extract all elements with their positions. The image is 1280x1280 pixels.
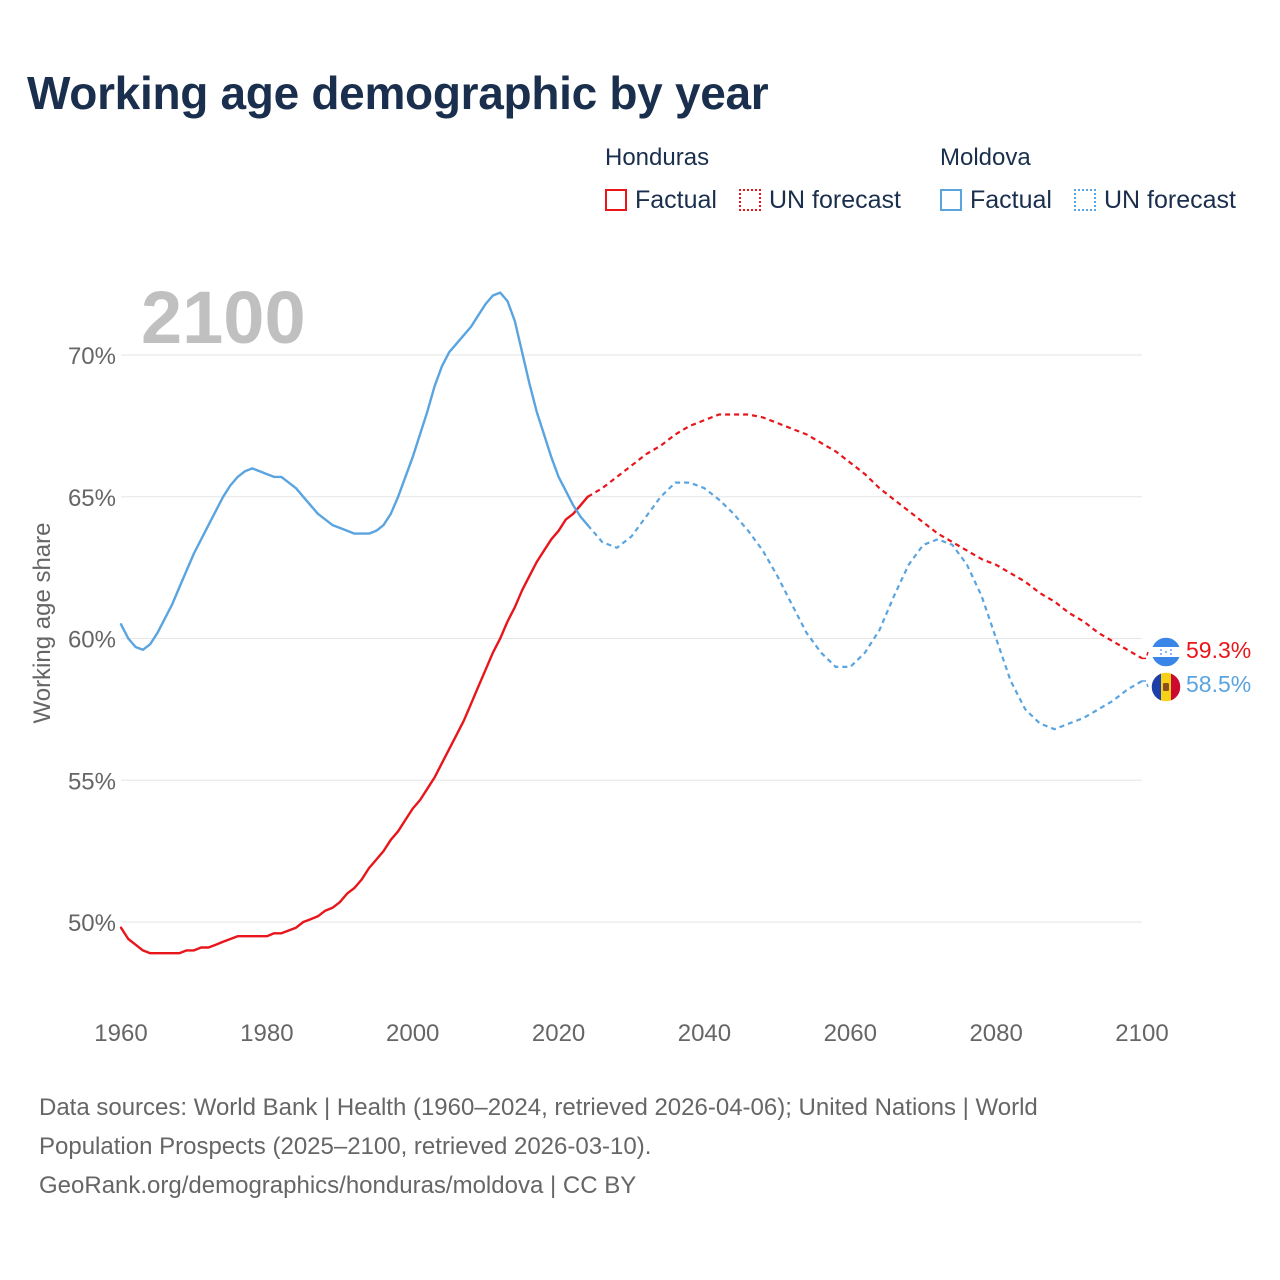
x-tick-label-2100: 2100 — [1115, 1020, 1168, 1047]
y-tick-label-55: 55% — [68, 768, 116, 795]
x-tick-label-2020: 2020 — [532, 1020, 585, 1047]
legend-moldova-factual[interactable]: Factual — [940, 185, 1052, 215]
x-tick-label-1960: 1960 — [94, 1020, 147, 1047]
x-axis-ticks: 1960 1980 2000 2020 2040 2060 2080 2100 — [94, 1020, 1168, 1047]
grid-lines — [121, 354, 1142, 923]
y-axis-label: Working age share — [29, 523, 56, 724]
year-watermark: 2100 — [141, 276, 306, 359]
series-lines — [119, 291, 1149, 955]
honduras-flag — [1150, 636, 1182, 668]
honduras-forecast-line — [587, 413, 1143, 660]
footer-attribution[interactable]: GeoRank.org/demographics/honduras/moldov… — [39, 1172, 637, 1199]
legend-group-moldova: Moldova — [940, 144, 1031, 171]
legend-group-honduras: Honduras — [605, 144, 710, 171]
footer: Data sources: World Bank | Health (1960–… — [39, 1088, 1249, 1205]
legend-honduras-factual-label: Factual — [635, 185, 717, 214]
x-tick-label-2060: 2060 — [824, 1020, 877, 1047]
legend-moldova-factual-swatch — [940, 189, 962, 211]
legend-honduras-factual-swatch — [605, 189, 627, 211]
legend-moldova-factual-label: Factual — [970, 185, 1052, 214]
legend-honduras-forecast[interactable]: UN forecast — [739, 185, 901, 215]
y-tick-label-65: 65% — [68, 485, 116, 512]
line-chart: 2100 Working age share 50% 55% 60% 65% 70% 1… — [29, 276, 1251, 1047]
legend-moldova-forecast-swatch — [1074, 189, 1096, 211]
moldova-forecast-line — [586, 481, 1143, 731]
y-axis-ticks: 50% 55% 60% 65% 70% — [68, 343, 116, 937]
moldova-end-value: 58.5% — [1186, 671, 1251, 697]
honduras-factual-line — [119, 495, 589, 955]
x-tick-label-2040: 2040 — [678, 1020, 731, 1047]
moldova-factual-line — [119, 291, 589, 651]
legend-honduras-forecast-swatch — [739, 189, 761, 211]
legend-honduras-forecast-label: UN forecast — [769, 185, 901, 214]
legend-moldova-forecast[interactable]: UN forecast — [1074, 185, 1236, 215]
honduras-end-connector — [1142, 651, 1149, 660]
footer-sources-line2: Population Prospects (2025–2100, retriev… — [39, 1133, 652, 1160]
x-tick-label-2000: 2000 — [386, 1020, 439, 1047]
moldova-flag — [1150, 671, 1182, 703]
y-tick-label-70: 70% — [68, 343, 116, 370]
end-labels: 59.3% 58.5% — [1150, 636, 1251, 703]
moldova-end-connector — [1142, 680, 1149, 688]
y-tick-label-60: 60% — [68, 627, 116, 654]
y-tick-label-50: 50% — [68, 910, 116, 937]
legend-honduras-factual[interactable]: Factual — [605, 185, 717, 215]
honduras-end-value: 59.3% — [1186, 637, 1251, 663]
x-tick-label-1980: 1980 — [240, 1020, 293, 1047]
legend-moldova-forecast-label: UN forecast — [1104, 185, 1236, 214]
chart-title: Working age demographic by year — [27, 67, 769, 119]
footer-sources-line1: Data sources: World Bank | Health (1960–… — [39, 1094, 1038, 1121]
x-tick-label-2080: 2080 — [969, 1020, 1022, 1047]
